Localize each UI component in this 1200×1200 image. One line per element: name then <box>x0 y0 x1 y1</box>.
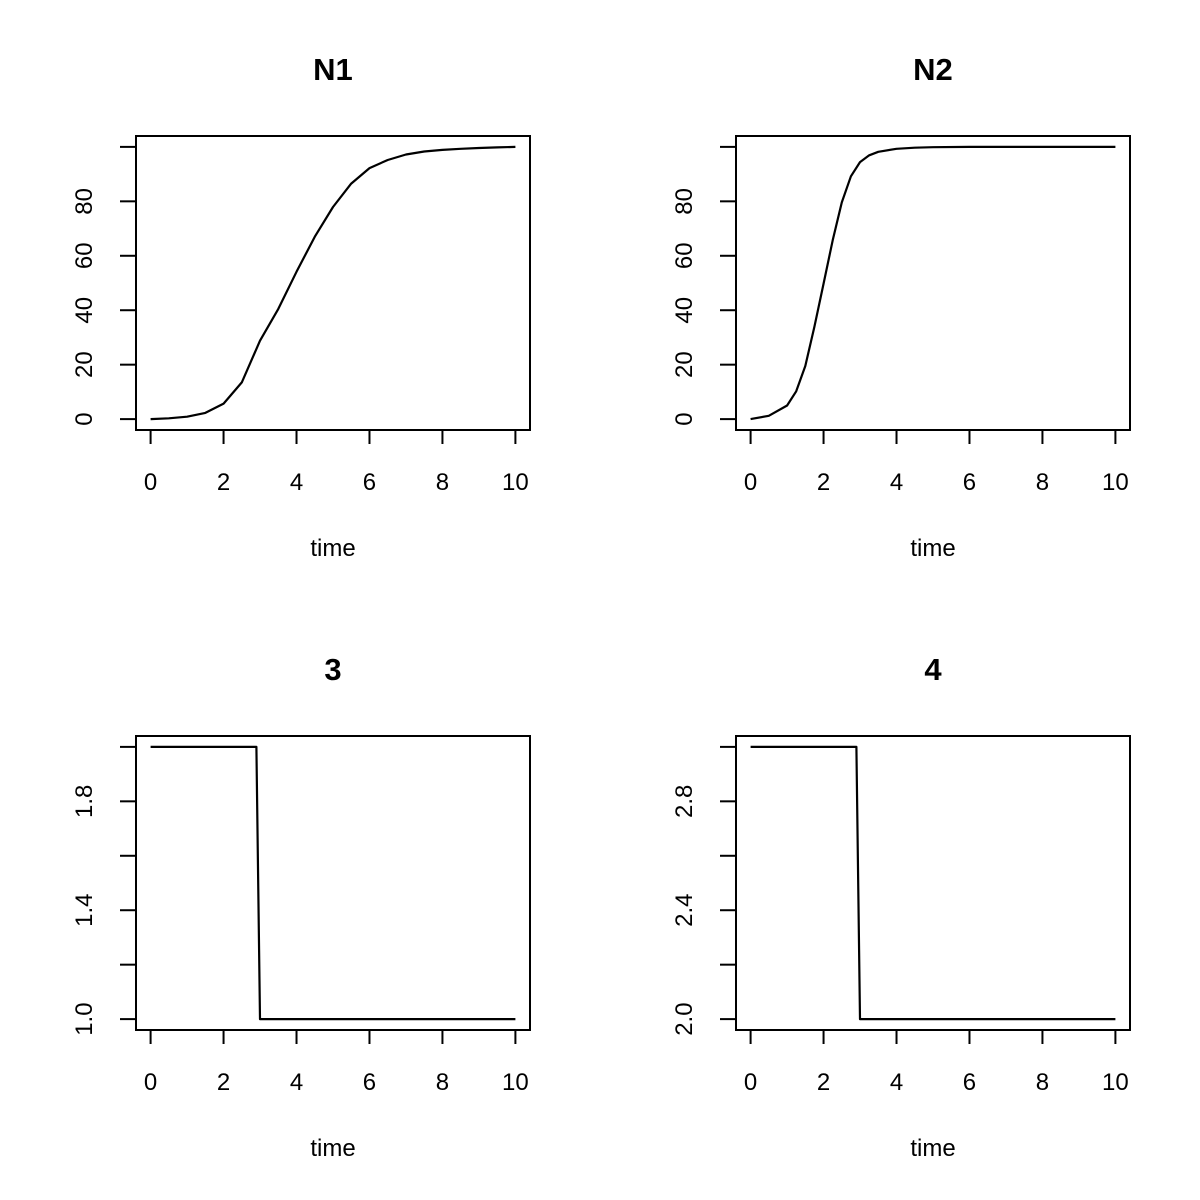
y-tick-label: 0 <box>71 412 98 425</box>
panel-title: 3 <box>324 652 341 687</box>
y-tick-label: 80 <box>671 188 698 215</box>
x-tick-label: 4 <box>290 1069 303 1096</box>
x-axis-label: time <box>310 1135 355 1162</box>
x-tick-label: 2 <box>217 1069 230 1096</box>
x-tick-label: 8 <box>436 469 449 496</box>
x-tick-label: 4 <box>290 469 303 496</box>
x-axis-label: time <box>910 1135 955 1162</box>
x-tick-label: 8 <box>1036 469 1049 496</box>
x-tick-label: 2 <box>817 1069 830 1096</box>
panel-title: 4 <box>924 652 942 687</box>
panel-3: 3 0 2 4 6 8 10 1.0 1.4 1.8 time <box>71 652 531 1162</box>
x-axis-label: time <box>310 535 355 562</box>
plot-area: 0 2 4 6 8 10 2.0 2.4 2.8 <box>671 735 1131 1096</box>
x-tick-label: 10 <box>1102 469 1129 496</box>
x-tick-label: 0 <box>744 1069 757 1096</box>
series-line <box>150 745 516 1021</box>
x-tick-label: 8 <box>436 1069 449 1096</box>
x-axis-label: time <box>910 535 955 562</box>
panel-n1: N1 0 2 4 6 8 10 0 20 40 60 80 time <box>71 52 531 562</box>
x-tick-label: 10 <box>502 1069 529 1096</box>
y-tick-label: 80 <box>71 188 98 215</box>
x-tick-label: 6 <box>963 1069 976 1096</box>
y-tick-label: 2.4 <box>671 894 698 927</box>
x-tick-label: 0 <box>144 1069 157 1096</box>
y-tick-label: 40 <box>71 297 98 324</box>
y-tick-label: 1.0 <box>71 1002 98 1035</box>
series-line <box>750 745 1116 1021</box>
x-tick-label: 0 <box>744 469 757 496</box>
panel-title: N1 <box>313 52 353 87</box>
y-tick-label: 1.8 <box>71 785 98 818</box>
panel-4: 4 0 2 4 6 8 10 2.0 2.4 2.8 time <box>671 652 1131 1162</box>
x-tick-label: 2 <box>217 469 230 496</box>
y-tick-label: 2.0 <box>671 1002 698 1035</box>
x-tick-label: 6 <box>363 469 376 496</box>
panel-title: N2 <box>913 52 953 87</box>
x-tick-label: 6 <box>963 469 976 496</box>
y-tick-label: 20 <box>71 351 98 378</box>
y-tick-label: 1.4 <box>71 894 98 927</box>
panel-n2: N2 0 2 4 6 8 10 0 20 40 60 80 time <box>671 52 1131 562</box>
plot-area: 0 2 4 6 8 10 0 20 40 60 80 <box>71 135 531 496</box>
y-tick-label: 40 <box>671 297 698 324</box>
y-tick-label: 60 <box>671 242 698 269</box>
x-tick-label: 2 <box>817 469 830 496</box>
x-tick-label: 4 <box>890 1069 903 1096</box>
x-tick-label: 10 <box>502 469 529 496</box>
series-line <box>750 145 1116 421</box>
x-tick-label: 4 <box>890 469 903 496</box>
y-tick-label: 2.8 <box>671 785 698 818</box>
plot-area: 0 2 4 6 8 10 1.0 1.4 1.8 <box>71 735 531 1096</box>
y-tick-label: 60 <box>71 242 98 269</box>
x-tick-label: 0 <box>144 469 157 496</box>
x-tick-label: 8 <box>1036 1069 1049 1096</box>
plot-area: 0 2 4 6 8 10 0 20 40 60 80 <box>671 135 1131 496</box>
series-line <box>150 145 516 421</box>
y-tick-label: 0 <box>671 412 698 425</box>
x-tick-label: 6 <box>363 1069 376 1096</box>
y-tick-label: 20 <box>671 351 698 378</box>
x-tick-label: 10 <box>1102 1069 1129 1096</box>
